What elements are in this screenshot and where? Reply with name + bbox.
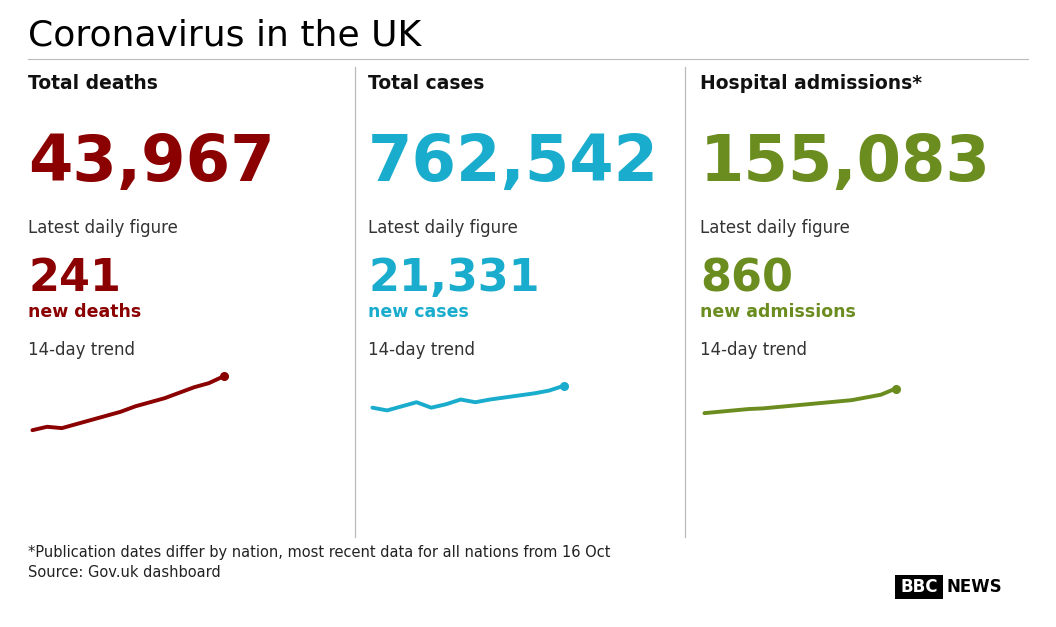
FancyBboxPatch shape [895, 575, 943, 599]
Text: 14-day trend: 14-day trend [29, 341, 135, 359]
Text: new deaths: new deaths [29, 303, 142, 321]
Text: Latest daily figure: Latest daily figure [700, 219, 850, 237]
Text: Latest daily figure: Latest daily figure [367, 219, 517, 237]
Text: Coronavirus in the UK: Coronavirus in the UK [29, 19, 421, 53]
Text: 860: 860 [700, 257, 793, 300]
Text: 14-day trend: 14-day trend [700, 341, 807, 359]
Text: Hospital admissions*: Hospital admissions* [700, 74, 922, 93]
Text: 43,967: 43,967 [29, 132, 275, 194]
Text: 241: 241 [29, 257, 121, 300]
Text: NEWS: NEWS [947, 578, 1002, 596]
Text: 762,542: 762,542 [367, 132, 659, 194]
Text: new admissions: new admissions [700, 303, 855, 321]
Text: 14-day trend: 14-day trend [367, 341, 475, 359]
Text: Source: Gov.uk dashboard: Source: Gov.uk dashboard [29, 565, 221, 580]
Text: *Publication dates differ by nation, most recent data for all nations from 16 Oc: *Publication dates differ by nation, mos… [29, 545, 610, 560]
Text: new cases: new cases [367, 303, 469, 321]
Text: Latest daily figure: Latest daily figure [29, 219, 177, 237]
Text: BBC: BBC [901, 578, 938, 596]
Text: Total deaths: Total deaths [29, 74, 158, 93]
Text: 155,083: 155,083 [700, 132, 991, 194]
Text: 21,331: 21,331 [367, 257, 540, 300]
Text: Total cases: Total cases [367, 74, 485, 93]
